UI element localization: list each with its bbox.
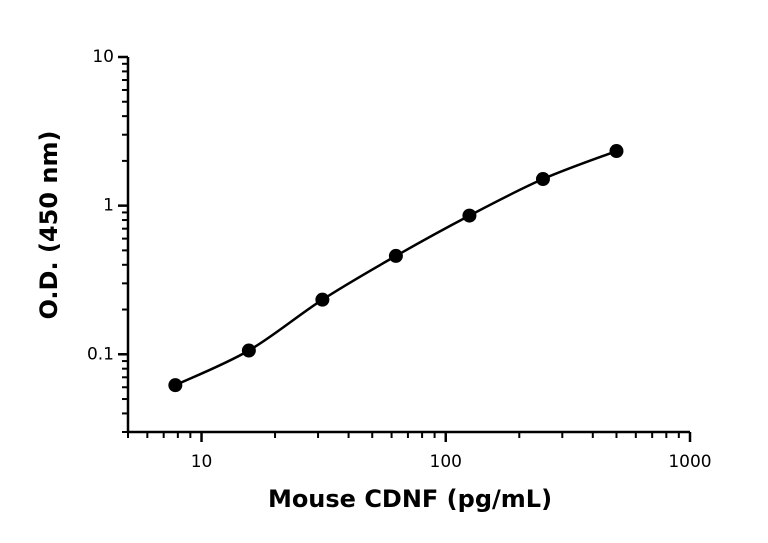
x-axis-label: Mouse CDNF (pg/mL) [268,485,552,513]
data-point [388,248,403,263]
y-tick-label: 1 [103,196,114,216]
data-point [462,208,477,223]
fit-curve [174,149,617,387]
data-point [168,378,183,393]
data-point [609,144,624,159]
y-tick-label: 0.1 [87,344,114,364]
x-tick-label: 100 [430,452,462,472]
data-point [535,172,550,187]
y-axis-label: O.D. (450 nm) [35,131,63,320]
x-tick-label: 1000 [668,452,711,472]
y-tick-label: 10 [92,47,114,67]
data-point [241,343,256,358]
x-tick-label: 10 [191,452,213,472]
data-point [315,292,330,307]
